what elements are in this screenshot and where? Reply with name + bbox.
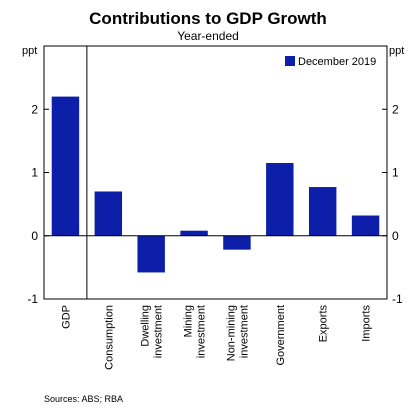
plot-frame — [43, 45, 388, 300]
bars — [51, 96, 380, 273]
category-label: Consumption — [103, 305, 115, 370]
category-label: Non-mininginvestment — [225, 305, 250, 361]
bar — [180, 230, 208, 236]
category-label-line: Government — [275, 305, 287, 366]
bar — [94, 191, 123, 236]
y-unit-right: ppt — [389, 45, 404, 57]
category-label: Mininginvestment — [183, 305, 208, 358]
category-label-line: Exports — [318, 305, 330, 343]
category-label: Government — [275, 305, 287, 366]
legend-swatch — [285, 56, 295, 66]
category-labels: GDP Consumption Dwellinginvestment Miningin… — [60, 305, 372, 370]
category-label-line: Non-mining — [225, 305, 237, 361]
y-tick-label-right: 1 — [392, 166, 399, 180]
y-tick-label-right: 0 — [392, 229, 399, 243]
y-tick-label-left: 2 — [31, 102, 38, 116]
category-label: Imports — [361, 305, 373, 342]
category-label-line: Mining — [183, 305, 195, 337]
bar — [223, 235, 251, 250]
bar — [137, 235, 165, 273]
category-label: GDP — [60, 305, 72, 329]
y-tick-label-left: 1 — [31, 166, 38, 180]
y-tick-label-right: 2 — [392, 102, 399, 116]
category-label-line: investment — [153, 305, 165, 358]
category-label-line: investment — [238, 305, 250, 358]
legend: December 2019 — [285, 56, 376, 68]
bar — [266, 163, 294, 236]
y-unit-left: ppt — [22, 45, 37, 57]
category-label-line: Dwelling — [140, 305, 152, 347]
category-label: Exports — [318, 305, 330, 343]
y-tick-label-left: 0 — [31, 229, 38, 243]
bar — [351, 215, 380, 236]
bar — [308, 187, 337, 236]
chart-subtitle: Year-ended — [177, 29, 239, 43]
source-note: Sources: ABS; RBA — [44, 394, 123, 404]
category-label-line: investment — [196, 305, 208, 358]
category-label-line: GDP — [60, 305, 72, 329]
chart-title: Contributions to GDP Growth — [89, 9, 327, 28]
y-tick-label-left: -1 — [27, 292, 38, 306]
category-label-line: Consumption — [103, 305, 115, 370]
legend-label: December 2019 — [298, 56, 376, 68]
y-ticks: -1 -1 0 0 1 1 2 2 — [27, 102, 403, 306]
category-label: Dwellinginvestment — [140, 305, 165, 358]
y-tick-label-right: -1 — [392, 292, 403, 306]
bar — [51, 96, 80, 236]
category-label-line: Imports — [361, 305, 373, 342]
